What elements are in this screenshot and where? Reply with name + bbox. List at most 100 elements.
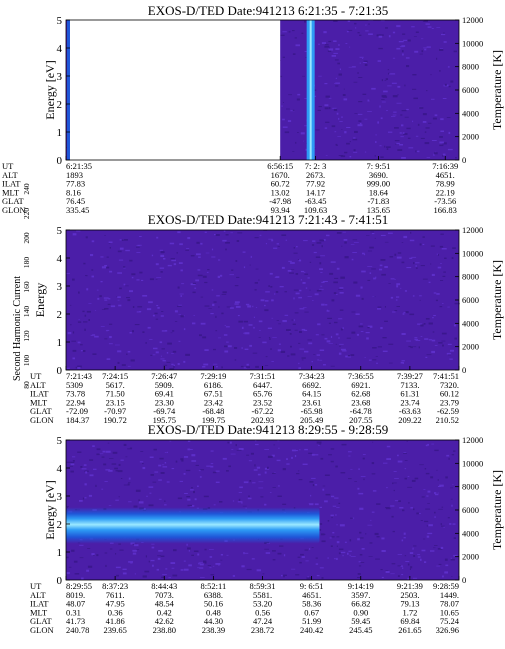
spectrogram-speckle [183, 473, 186, 475]
spectrogram-speckle [148, 301, 153, 304]
y-tick-label: 3 [57, 281, 63, 293]
spectrogram-speckle [88, 303, 92, 304]
spectrogram-speckle [117, 299, 120, 301]
spectrogram-speckle [224, 325, 226, 326]
spectrogram-speckle [238, 492, 242, 493]
spectrogram-speckle [159, 457, 164, 460]
spectrogram-speckle [213, 504, 216, 506]
spectrogram-speckle [263, 230, 268, 231]
y-tick-label: 1 [57, 337, 63, 349]
spectrogram-speckle [439, 306, 443, 308]
spectrogram-speckle [304, 448, 308, 451]
spectrogram-speckle [401, 360, 405, 362]
spectrogram-speckle [128, 561, 133, 563]
spectrogram-speckle [85, 236, 88, 239]
spectrogram-speckle [162, 574, 167, 576]
ephemeris-value: 13.02 [271, 187, 290, 197]
spectrogram-speckle [139, 236, 142, 237]
spectrogram-speckle [298, 479, 303, 481]
spectrogram-speckle [351, 311, 356, 313]
spectrogram-speckle [326, 340, 331, 343]
spectrogram-speckle [240, 365, 244, 368]
spectrogram-speckle [71, 340, 76, 342]
ephemeris-value: 8:59:31 [250, 581, 276, 591]
spectrogram-speckle [372, 441, 374, 443]
spectrogram-speckle [183, 328, 186, 331]
spectrogram-speckle [344, 131, 347, 134]
spectrogram-speckle [160, 472, 165, 474]
spectrogram-speckle [402, 567, 404, 569]
spectrogram-speckle [150, 559, 155, 562]
spectrogram-speckle [372, 347, 377, 349]
spectrogram-speckle [101, 456, 105, 458]
y2-tick-label: 2000 [462, 342, 479, 352]
spectrogram-speckle [363, 62, 367, 63]
spectrogram-speckle [409, 257, 413, 259]
spectrogram-speckle [340, 276, 345, 279]
y2-tick-label: 10000 [462, 38, 483, 48]
spectrogram-speckle [315, 129, 320, 131]
y-tick-label: 2 [57, 99, 63, 111]
spectrogram-speckle [376, 536, 380, 538]
spectrogram-speckle [339, 68, 341, 71]
ephemeris-value: 23.52 [253, 397, 272, 407]
spectrogram-speckle [220, 554, 223, 556]
spectrogram-speckle [290, 262, 295, 264]
spectrogram-speckle [235, 305, 241, 308]
spectrogram-speckle [343, 98, 348, 101]
spectrogram-speckle [409, 552, 414, 554]
spectrogram-speckle [381, 79, 383, 82]
spectrogram-speckle [212, 303, 215, 306]
spectrogram-speckle [129, 259, 133, 262]
ephemeris-value: 61.31 [400, 389, 419, 399]
spectrogram-speckle [190, 489, 194, 491]
spectrogram-speckle [417, 554, 421, 556]
spectrogram-speckle [171, 363, 174, 366]
spectrogram-speckle [440, 233, 444, 235]
spectrogram-speckle [177, 497, 183, 500]
panel-2-ylabel: Energy [33, 283, 47, 317]
spectrogram-speckle [327, 520, 330, 522]
spectrogram-speckle [256, 569, 261, 572]
spectrogram-speckle [424, 468, 427, 470]
spectrogram-speckle [439, 136, 443, 138]
spectrogram-speckle [299, 449, 301, 451]
spectrogram-speckle [277, 485, 280, 487]
spectrogram-speckle [303, 271, 306, 273]
spectrogram-speckle [297, 556, 301, 558]
spectrogram-speckle [361, 270, 366, 273]
ephemeris-value: 66.82 [351, 599, 370, 609]
spectrogram-speckle [443, 32, 445, 34]
spectrogram-speckle [272, 559, 276, 561]
ephemeris-row-label: UT [30, 581, 42, 591]
spectrogram-speckle [334, 277, 339, 279]
spectrogram-speckle [328, 343, 333, 344]
spectrogram-speckle [432, 317, 434, 319]
spectrogram-speckle [302, 75, 305, 77]
spectrogram-speckle [443, 526, 445, 528]
spectrogram-speckle [108, 298, 111, 300]
spectrogram-speckle [437, 479, 439, 481]
spectrogram-speckle [442, 275, 446, 277]
spectrogram-speckle [452, 484, 454, 485]
spectrogram-speckle [136, 245, 140, 247]
spectrogram-speckle [325, 155, 328, 156]
spectrogram-speckle [92, 445, 95, 447]
spectrogram-speckle [439, 48, 444, 51]
spectrogram-speckle [202, 366, 206, 368]
spectrogram-speckle [390, 505, 395, 507]
spectrogram-speckle [235, 444, 237, 447]
ephemeris-value: 5309 [66, 380, 83, 390]
spectrogram-speckle [403, 235, 408, 239]
ephemeris-value: 8:37:23 [102, 581, 128, 591]
spectrogram-speckle [112, 451, 118, 454]
spectrogram-speckle [420, 336, 423, 337]
spectrogram-speckle [318, 445, 320, 446]
colorbar-label: Second Harmonic Current [12, 276, 23, 381]
spectrogram-speckle [277, 349, 281, 352]
spectrogram-speckle [158, 479, 162, 481]
spectrogram-speckle [411, 26, 415, 28]
spectrogram-speckle [424, 48, 427, 51]
spectrogram-speckle [435, 299, 438, 302]
spectrogram-speckle [354, 481, 357, 482]
